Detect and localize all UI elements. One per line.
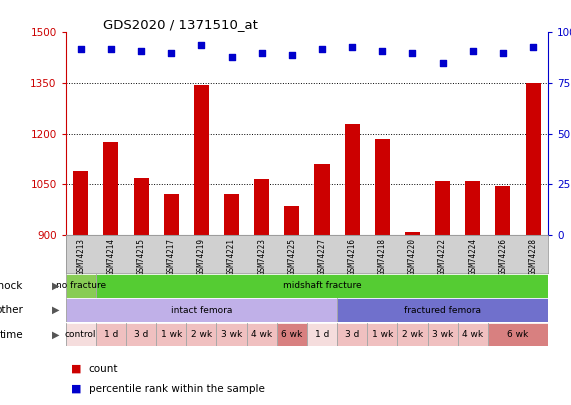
Point [287,51,296,58]
Bar [103,142,118,235]
Point [529,43,538,50]
Bar [488,323,548,346]
Text: 2 wk: 2 wk [402,330,423,339]
Bar [66,323,96,346]
Text: GSM74215: GSM74215 [136,238,146,275]
Text: 3 d: 3 d [345,330,359,339]
Bar [254,179,269,235]
Text: intact femora: intact femora [171,306,232,315]
Point [498,49,508,56]
Bar [465,181,480,235]
Bar [435,181,450,235]
Text: GSM74220: GSM74220 [408,238,417,275]
Bar [367,323,397,346]
Bar [315,164,329,235]
Bar [96,323,126,346]
Text: 1 d: 1 d [315,330,329,339]
Text: control: control [65,330,96,339]
Point [408,49,417,56]
Text: GSM74228: GSM74228 [529,238,537,275]
Text: ▶: ▶ [53,281,60,291]
Bar [134,177,148,235]
Point [317,45,327,52]
Text: GSM74221: GSM74221 [227,238,236,275]
Text: GSM74218: GSM74218 [378,238,387,275]
Text: other: other [0,305,23,315]
Bar [525,83,541,235]
Text: ▶: ▶ [53,330,60,339]
Text: no fracture: no fracture [56,281,106,290]
Point [106,45,115,52]
Text: GSM74219: GSM74219 [197,238,206,275]
Text: ▶: ▶ [53,305,60,315]
Point [257,49,266,56]
Bar [247,323,277,346]
Text: GSM74217: GSM74217 [167,238,176,275]
Bar [458,323,488,346]
Bar [73,171,89,235]
Bar [224,194,239,235]
Bar [337,323,367,346]
Text: 4 wk: 4 wk [462,330,483,339]
Bar [277,323,307,346]
Bar [66,274,96,298]
Text: count: count [89,364,118,373]
Text: 1 wk: 1 wk [160,330,182,339]
Bar [307,323,337,346]
Bar [164,194,179,235]
Bar [126,323,156,346]
Bar [337,298,548,322]
Point [136,47,146,54]
Text: GSM74222: GSM74222 [438,238,447,275]
Point [197,41,206,48]
Point [76,45,85,52]
Bar [345,124,360,235]
Text: GSM74225: GSM74225 [287,238,296,275]
Text: 1 wk: 1 wk [372,330,393,339]
Text: time: time [0,330,23,339]
Bar [496,186,510,235]
Text: 1 d: 1 d [104,330,118,339]
Bar [405,232,420,235]
Text: GSM74227: GSM74227 [317,238,327,275]
Text: GSM74214: GSM74214 [106,238,115,275]
Bar [428,323,458,346]
Bar [216,323,247,346]
Text: 3 wk: 3 wk [432,330,453,339]
Point [468,47,477,54]
Text: 3 wk: 3 wk [221,330,242,339]
Text: 4 wk: 4 wk [251,330,272,339]
Bar [156,323,186,346]
Text: percentile rank within the sample: percentile rank within the sample [89,384,264,394]
Bar [66,298,337,322]
Text: midshaft fracture: midshaft fracture [283,281,361,290]
Text: 2 wk: 2 wk [191,330,212,339]
Text: GSM74226: GSM74226 [498,238,508,275]
Text: GSM74224: GSM74224 [468,238,477,275]
Bar [375,139,390,235]
Text: GSM74216: GSM74216 [348,238,357,275]
Point [227,53,236,60]
Bar [284,206,299,235]
Point [348,43,357,50]
Text: fractured femora: fractured femora [404,306,481,315]
Text: 6 wk: 6 wk [281,330,303,339]
Text: GSM74213: GSM74213 [77,238,85,275]
Bar [186,323,216,346]
Point [378,47,387,54]
Text: GDS2020 / 1371510_at: GDS2020 / 1371510_at [103,18,258,31]
Text: 6 wk: 6 wk [508,330,529,339]
Text: 3 d: 3 d [134,330,148,339]
Point [438,60,447,66]
Bar [397,323,428,346]
Text: ■: ■ [71,364,82,373]
Text: shock: shock [0,281,23,291]
Bar [194,85,209,235]
Point [167,49,176,56]
Text: GSM74223: GSM74223 [257,238,266,275]
Text: ■: ■ [71,384,82,394]
